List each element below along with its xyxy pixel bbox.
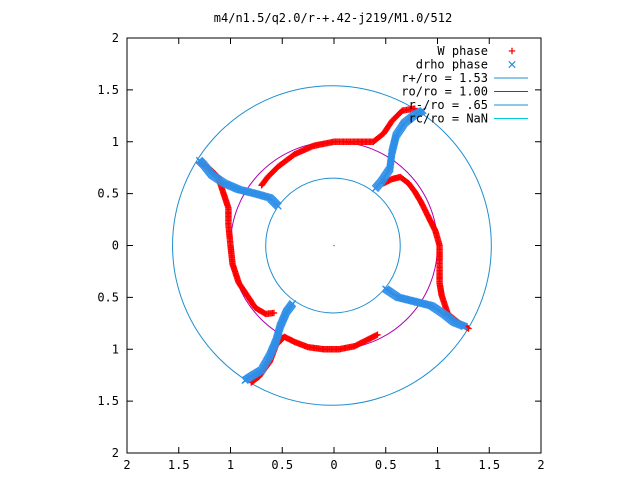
- x-tick-label: 1: [227, 458, 234, 472]
- y-tick-label: 1: [112, 135, 119, 149]
- legend-marker: [508, 47, 516, 55]
- x-tick-label: 0.5: [271, 458, 293, 472]
- axis-ticks: 2 1.5 1 0.5 0 0.5 1 1.5 221.510.500.511.52: [97, 31, 544, 472]
- legend-label: r+/ro = 1.53: [401, 71, 488, 85]
- center-dot: [333, 244, 335, 247]
- drho-phase-point: [419, 106, 427, 115]
- chart-title: m4/n1.5/q2.0/r-+.42-j219/M1.0/512: [214, 11, 452, 25]
- reference-circle: [265, 177, 401, 314]
- y-tick-label: 1: [112, 342, 119, 356]
- y-tick-label: 0: [112, 239, 119, 253]
- y-tick-label: 0.5: [97, 290, 119, 304]
- drho-phase-point: [241, 376, 249, 385]
- drho-phase-point: [460, 322, 469, 331]
- y-tick-label: 0.5: [97, 187, 119, 201]
- y-tick-label: 2: [112, 446, 119, 460]
- legend-marker: [508, 60, 516, 69]
- drho-phase-point: [195, 156, 204, 165]
- x-tick-label: 1: [434, 458, 441, 472]
- x-tick-label: 0.5: [375, 458, 397, 472]
- legend-label: rc/ro = NaN: [409, 112, 488, 126]
- y-tick-label: 2: [112, 31, 119, 45]
- reference-circles: [172, 85, 492, 406]
- x-tick-label: 2: [123, 458, 130, 472]
- y-tick-label: 1.5: [97, 83, 119, 97]
- legend-label: drho phase: [416, 58, 488, 72]
- data-markers: [195, 105, 472, 386]
- x-tick-label: 0: [330, 458, 337, 472]
- reference-circle: [172, 85, 492, 406]
- y-tick-label: 1.5: [97, 394, 119, 408]
- x-tick-label: 1.5: [168, 458, 190, 472]
- legend-label: r-/ro = .65: [409, 98, 488, 112]
- legend-label: W phase: [437, 44, 488, 58]
- x-tick-label: 1.5: [478, 458, 500, 472]
- legend-label: ro/ro = 1.00: [401, 85, 488, 99]
- x-tick-label: 2: [537, 458, 544, 472]
